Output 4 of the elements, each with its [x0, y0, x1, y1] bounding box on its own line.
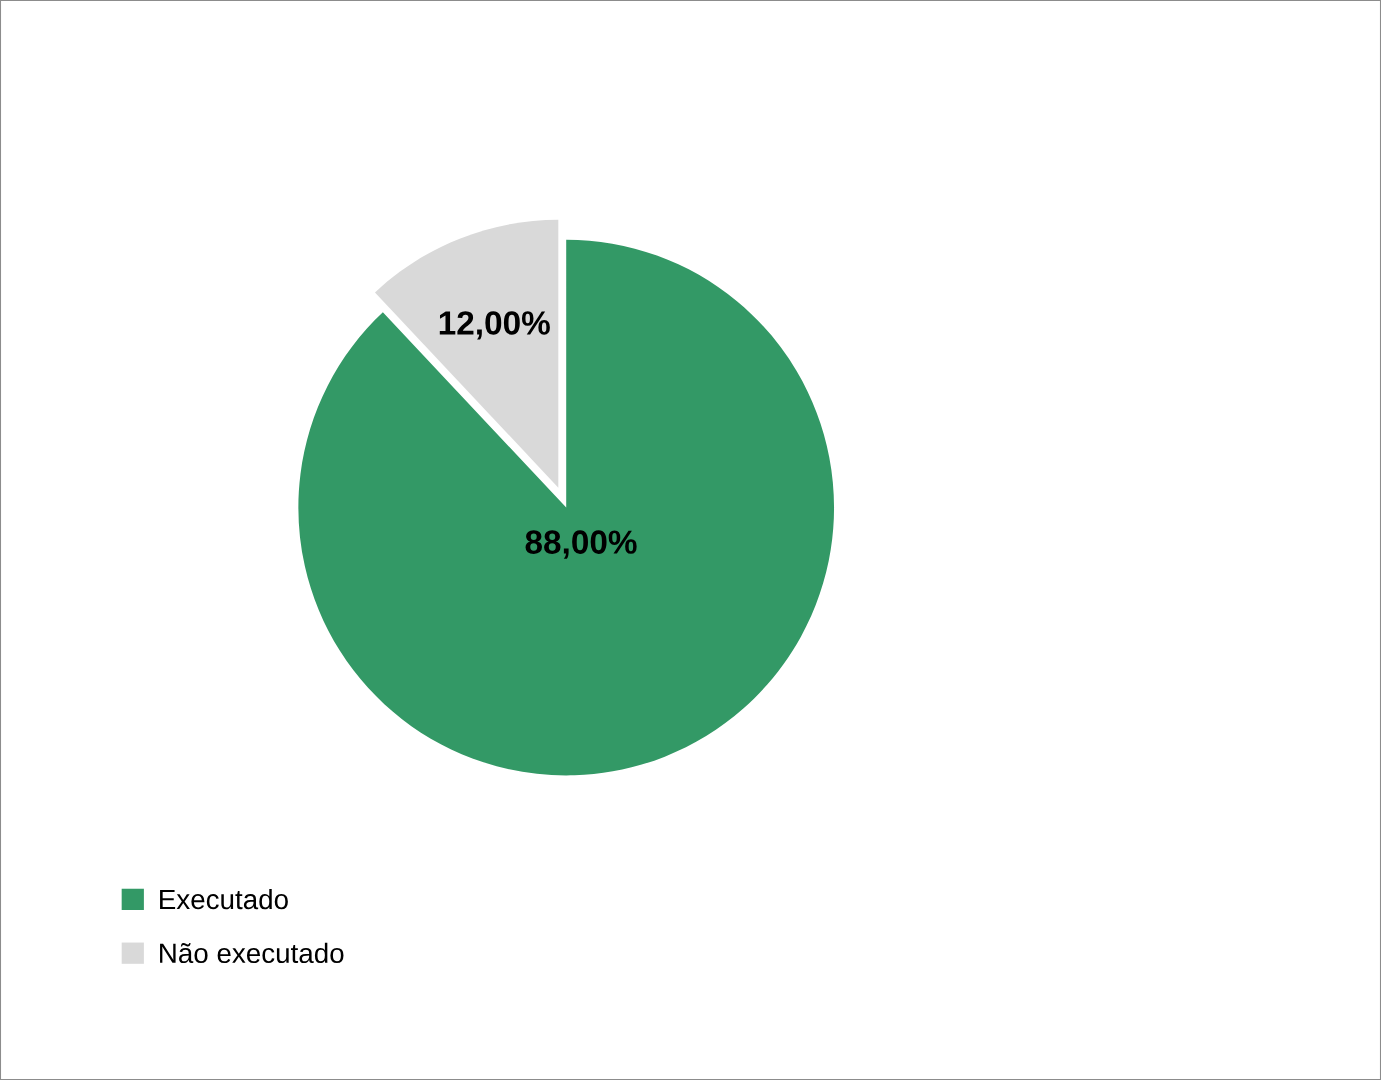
data-label: 88,00%	[525, 530, 637, 559]
data-label: 12,00%	[439, 311, 550, 340]
legend-label: Não executado	[160, 942, 344, 964]
legend-label: Executado	[160, 888, 288, 910]
